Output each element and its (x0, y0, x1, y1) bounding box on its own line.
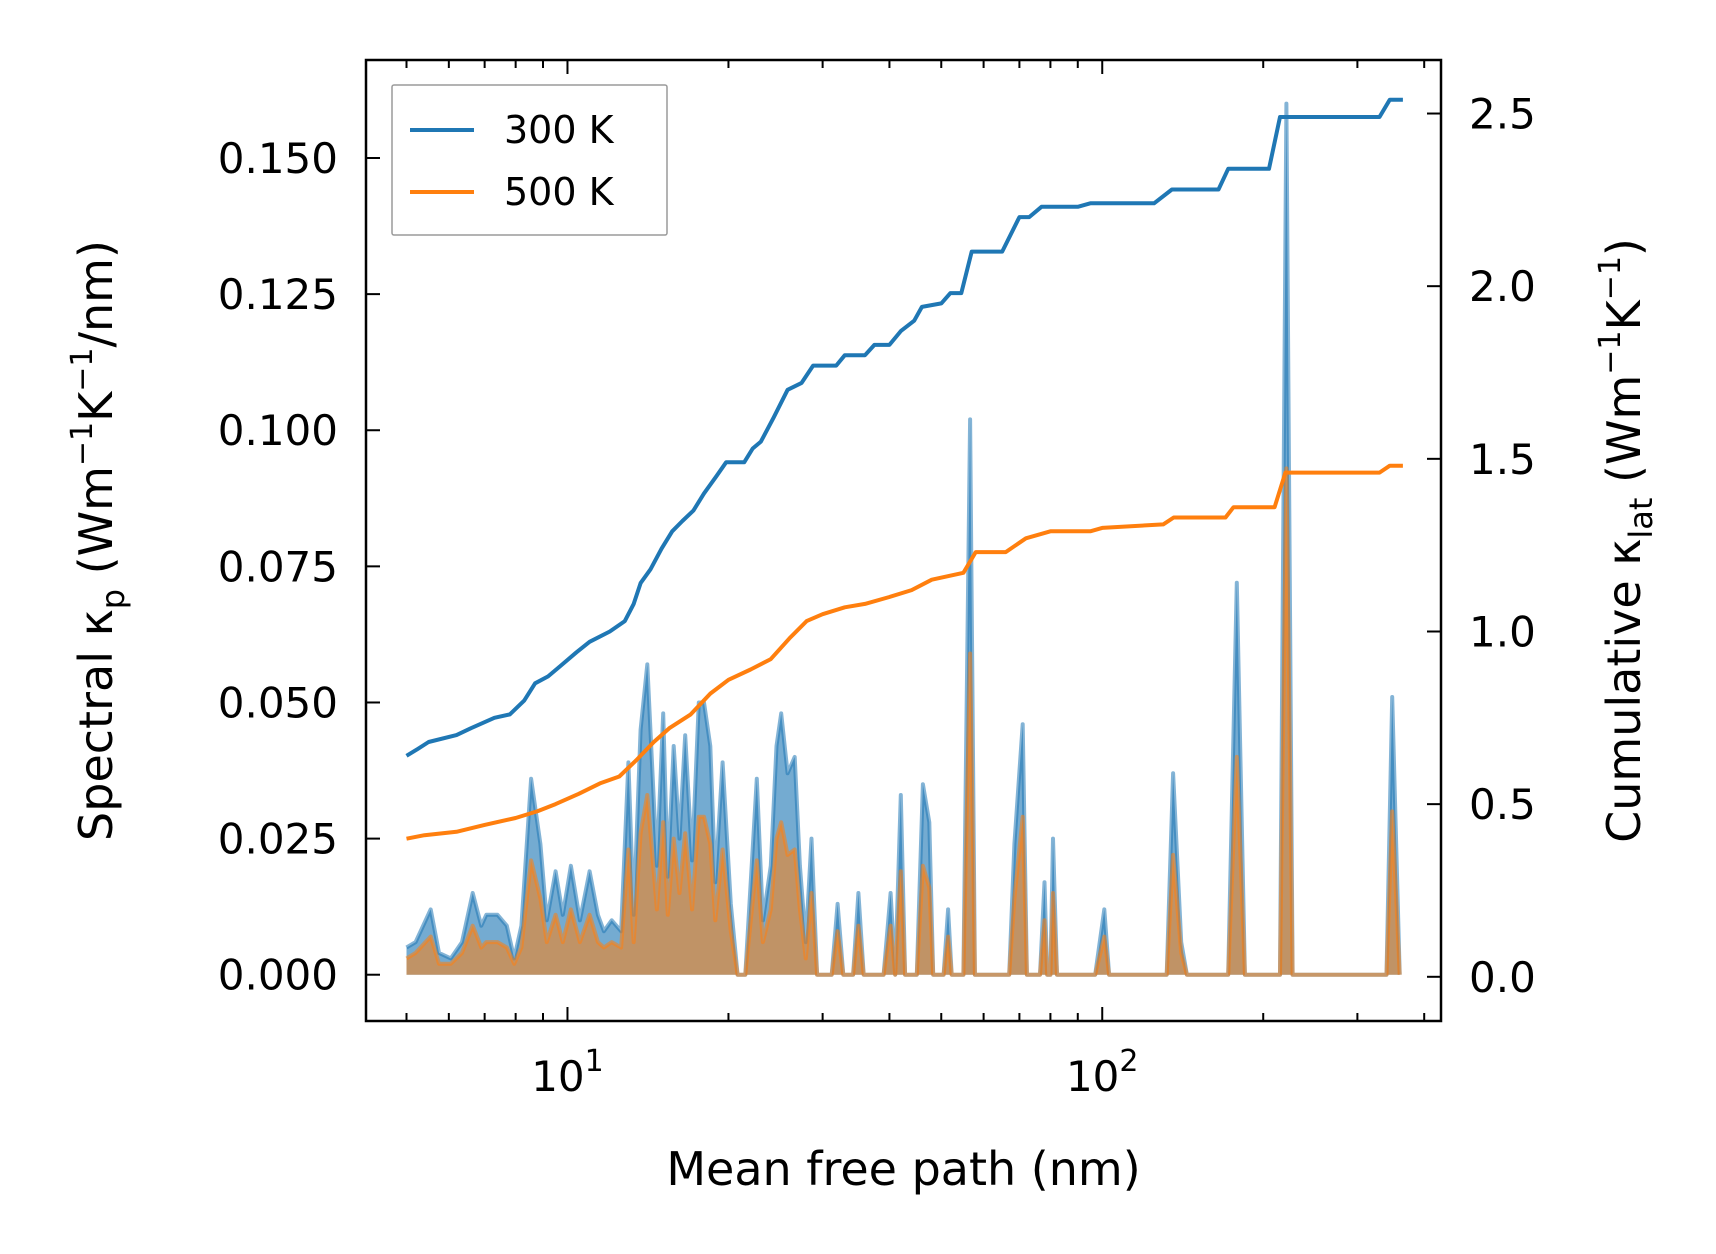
x-axis-label: Mean free path (nm) (666, 1142, 1140, 1196)
y-right-tick-label: 1.0 (1469, 607, 1536, 656)
legend: 300 K 500 K (391, 84, 668, 236)
y-left-axis-label: Spectral κp (Wm−1K−1/nm) (65, 240, 132, 841)
x-tick-label: 101 (531, 1044, 604, 1101)
plot-series (405, 97, 1403, 977)
y-left-tick-label: 0.050 (218, 678, 338, 727)
y-left-tick-label: 0.150 (218, 134, 338, 183)
y-left-tick-label: 0.125 (218, 270, 338, 319)
legend-label: 300 K (504, 108, 615, 152)
y-right-tick-label: 1.5 (1469, 435, 1536, 484)
legend-box (391, 84, 668, 236)
y-right-tick-label: 0.0 (1469, 953, 1536, 1002)
plot-area (405, 97, 1403, 977)
axis-labels: 101 102 0.000 0.025 0.050 0.075 0.100 0.125 0.15… (65, 90, 1660, 1196)
y-right-tick-label: 2.0 (1469, 262, 1536, 311)
axis-ticks (366, 60, 1441, 1021)
spectral-line-500k (405, 466, 1402, 977)
y-left-tick-label: 0.100 (218, 406, 338, 455)
y-left-tick-label: 0.025 (218, 815, 338, 864)
y-right-tick-label: 0.5 (1469, 780, 1536, 829)
y-right-axis-label: Cumulative κlat (Wm−1K−1) (1593, 238, 1660, 843)
legend-label: 500 K (504, 170, 615, 214)
y-left-tick-label: 0.075 (218, 542, 338, 591)
y-left-tick-label: 0.000 (218, 951, 338, 1000)
y-right-tick-label: 2.5 (1469, 90, 1536, 139)
plot-frame (364, 58, 1443, 1023)
cumulative-line-300k (405, 97, 1403, 758)
x-tick-label: 102 (1066, 1044, 1139, 1101)
cumulative-line-500k (406, 463, 1403, 841)
